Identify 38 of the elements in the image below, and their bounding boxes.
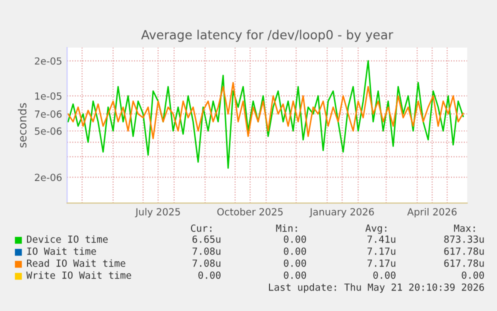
- text: 0.00: [284, 235, 306, 243]
- text: 7.17u: [368, 260, 396, 267]
- y-tick-label: 1e-05: [35, 92, 62, 100]
- text: 617.78u: [444, 259, 484, 267]
- line-series: [67, 60, 464, 169]
- text: 7.17u: [368, 248, 396, 255]
- text: 7.08u: [192, 247, 220, 255]
- text: 0.00: [284, 259, 306, 267]
- y-tick-label: 7e-06: [34, 110, 62, 118]
- legend-label: IO Wait time: [27, 247, 96, 255]
- text: 7.41u: [368, 236, 396, 243]
- text: 0.00: [284, 271, 306, 279]
- text: 6.65u: [192, 235, 220, 243]
- text: Avg:: [365, 224, 386, 234]
- text: 617.78u: [444, 247, 484, 255]
- text: Max:: [454, 224, 475, 232]
- text: 873.33u: [444, 235, 484, 243]
- y-tick-label: 5e-06: [34, 127, 62, 135]
- legend-label: Write IO Wait time: [26, 271, 132, 279]
- line-series: [67, 82, 464, 140]
- text: Last update: Thu May 21 20:10:39 2026: [269, 283, 484, 293]
- text: Cur:: [190, 224, 212, 232]
- x-tick-label: July 2025: [134, 208, 180, 218]
- y-axis-title: seconds: [18, 103, 26, 148]
- x-tick-label: October 2025: [217, 208, 283, 216]
- chart-title: Average latency for /dev/loop0 - by year: [141, 30, 394, 42]
- y-tick-label: 2e-05: [34, 57, 62, 65]
- x-tick-label: January 2026: [309, 208, 374, 218]
- text: 0.00: [198, 271, 221, 279]
- y-tick-label: 2e-06: [34, 174, 62, 182]
- legend-label: Device IO time: [26, 235, 108, 243]
- text: 0.00: [284, 247, 306, 255]
- x-tick-label: April 2026: [407, 208, 457, 218]
- text: 0.00: [373, 271, 396, 279]
- legend-label: Read IO Wait time: [27, 259, 126, 267]
- text: 0.00: [462, 271, 484, 279]
- text: 7.08u: [192, 259, 220, 267]
- text: Min:: [276, 224, 297, 232]
